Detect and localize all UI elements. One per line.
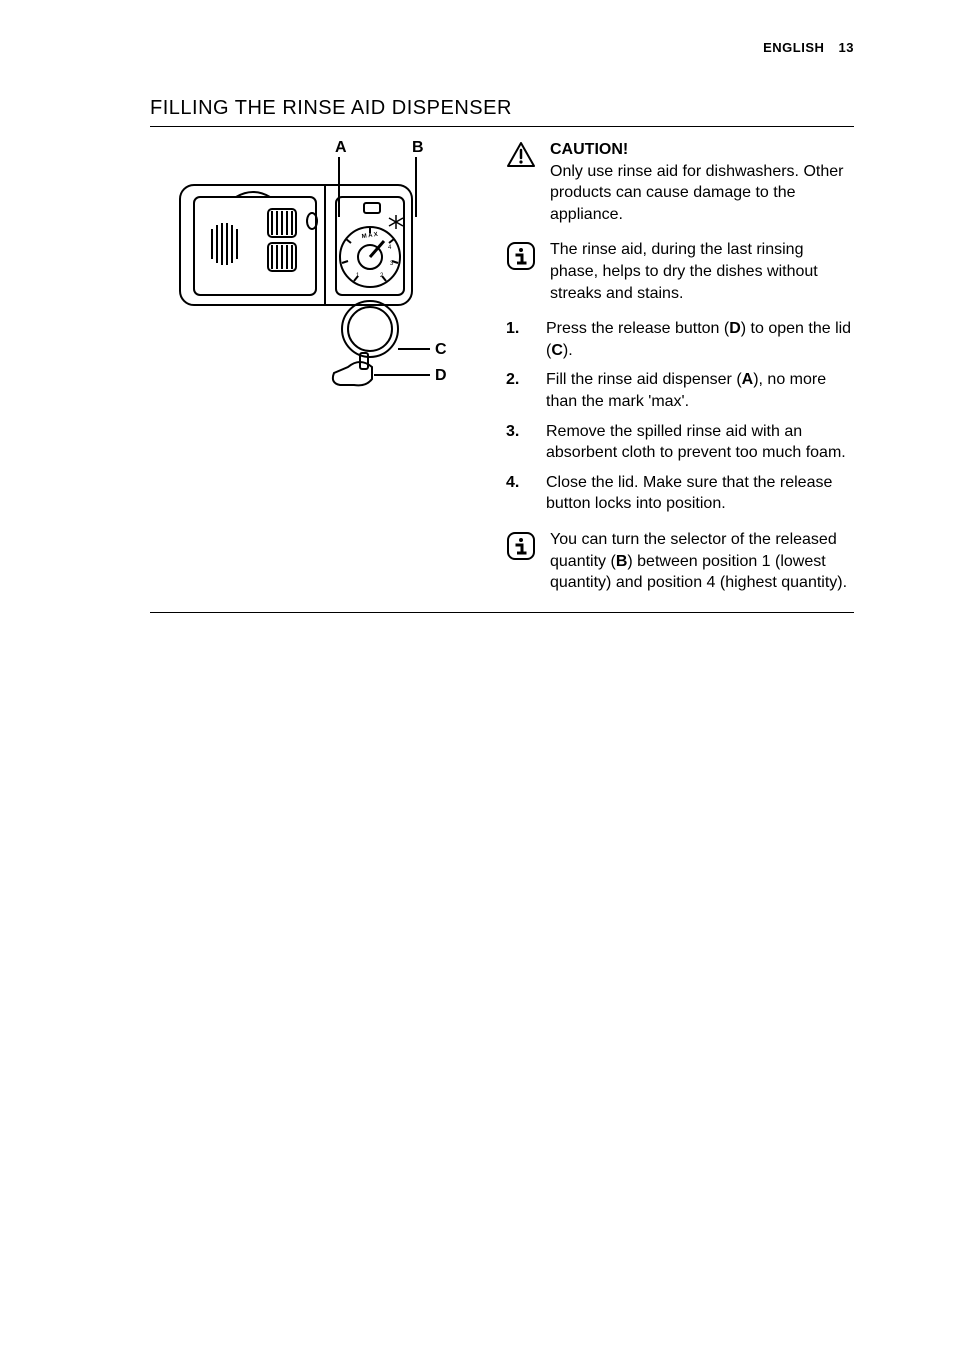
steps-list: Press the release button (D) to open the…: [506, 318, 854, 515]
info-icon: [506, 239, 536, 304]
rule-bottom: [150, 612, 854, 613]
page-number: 13: [839, 40, 854, 55]
step-4: Close the lid. Make sure that the releas…: [506, 472, 854, 515]
rule-top: [150, 126, 854, 127]
dispenser-diagram: A B C D: [150, 139, 445, 399]
info-block-2: You can turn the selector of the release…: [506, 529, 854, 594]
section-title: FILLING THE RINSE AID DISPENSER: [150, 97, 854, 120]
text-column: CAUTION! Only use rinse aid for dishwash…: [506, 139, 854, 608]
dispenser-svg: M A X 4 3 2 1: [150, 139, 445, 399]
svg-text:4: 4: [388, 245, 392, 251]
caution-block: CAUTION! Only use rinse aid for dishwash…: [506, 139, 854, 225]
language-label: ENGLISH: [763, 40, 824, 55]
warning-icon: [506, 139, 536, 225]
caution-label: CAUTION!: [550, 141, 628, 158]
step-2: Fill the rinse aid dispenser (A), no mor…: [506, 369, 854, 412]
info-block-1: The rinse aid, during the last rinsing p…: [506, 239, 854, 304]
page-header: ENGLISH 13: [150, 40, 854, 55]
step-3: Remove the spilled rinse aid with an abs…: [506, 421, 854, 464]
diagram-label-d: D: [435, 367, 447, 385]
diagram-label-c: C: [435, 341, 447, 359]
caution-text: Only use rinse aid for dishwashers. Othe…: [550, 163, 843, 223]
diagram-column: A B C D: [150, 139, 480, 608]
info1-text: The rinse aid, during the last rinsing p…: [550, 241, 818, 301]
diagram-label-b: B: [412, 139, 424, 157]
step-1: Press the release button (D) to open the…: [506, 318, 854, 361]
svg-text:M A X: M A X: [361, 232, 378, 240]
svg-text:1: 1: [356, 273, 360, 279]
diagram-label-a: A: [335, 139, 347, 157]
info2-bold: B: [616, 553, 628, 570]
info-icon: [506, 529, 536, 594]
